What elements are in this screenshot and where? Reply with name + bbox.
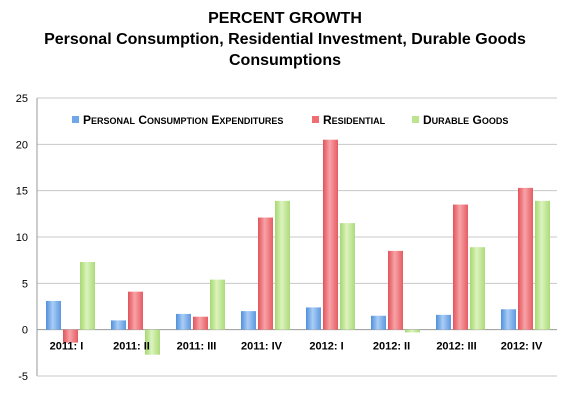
legend-label: PERSONAL CONSUMPTION EXPENDITURES	[83, 113, 283, 127]
bar	[63, 329, 78, 343]
legend-swatch	[412, 116, 419, 123]
bar	[371, 315, 386, 330]
bar	[275, 200, 290, 330]
category-label: 2011: III	[177, 341, 217, 353]
category-label: 2012: IV	[501, 341, 543, 353]
bar	[405, 329, 420, 333]
category-label: 2012: II	[373, 341, 410, 353]
category-label: 2011: II	[113, 341, 150, 353]
legend-label: RESIDENTIAL	[323, 113, 386, 127]
bar	[111, 320, 126, 330]
bar	[388, 250, 403, 330]
bar	[210, 279, 225, 330]
bar	[436, 314, 451, 330]
bar	[193, 316, 208, 330]
legend-swatch	[312, 116, 319, 123]
category-label: 2012: III	[436, 341, 476, 353]
y-tick-label: 5	[22, 278, 28, 290]
bar	[145, 329, 160, 355]
bar	[258, 217, 273, 330]
category-label: 2011: IV	[241, 341, 283, 353]
bar	[176, 313, 191, 330]
bar	[453, 204, 468, 330]
bar	[241, 311, 256, 330]
bar	[518, 187, 533, 330]
y-tick-label: 20	[16, 139, 28, 151]
y-tick-label: 10	[16, 232, 28, 244]
bar	[80, 262, 95, 330]
y-tick-label: 0	[22, 325, 28, 337]
y-tick-label: -5	[18, 371, 28, 383]
bar	[501, 309, 516, 330]
category-label: 2012: I	[309, 341, 343, 353]
y-tick-label: 15	[16, 186, 28, 198]
bar	[340, 223, 355, 330]
category-label: 2011: I	[50, 341, 84, 353]
bar	[535, 200, 550, 330]
legend-swatch	[72, 116, 79, 123]
bar	[46, 300, 61, 330]
bar	[128, 291, 143, 330]
bar	[323, 139, 338, 330]
legend-label: DURABLE GOODS	[423, 113, 508, 127]
bar	[306, 307, 321, 330]
bar	[470, 247, 485, 330]
y-tick-label: 25	[16, 93, 28, 105]
chart-title-line-1: PERCENT GROWTH	[208, 10, 362, 27]
chart-title-line-3: Consumptions	[229, 52, 341, 69]
chart-title-line-2: Personal Consumption, Residential Invest…	[44, 31, 526, 48]
